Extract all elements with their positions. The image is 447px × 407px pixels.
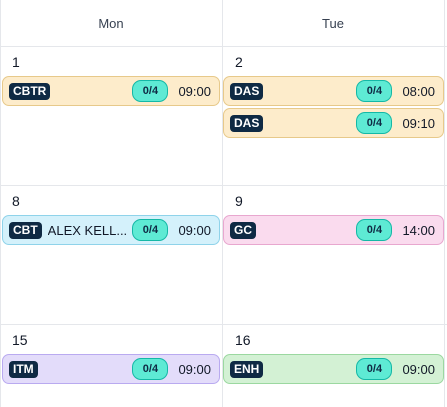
event-instructor-name: ALEX KELL... [47, 222, 128, 238]
day-cell-8[interactable]: 8 CBT ALEX KELL... 0/4 09:00 [0, 186, 222, 324]
day-cell-1[interactable]: 1 CBTR 0/4 09:00 [0, 47, 222, 185]
event-tag: ENH [230, 360, 264, 378]
event-cbtr[interactable]: CBTR 0/4 09:00 [2, 76, 220, 106]
grid-divider [0, 0, 1, 407]
day-header-mon: Mon [98, 15, 124, 31]
event-tag: CBT [9, 221, 42, 239]
event-time: 09:00 [178, 222, 211, 238]
event-tag: DAS [230, 114, 264, 132]
event-tag: GC [230, 221, 256, 239]
date-number: 15 [12, 332, 28, 348]
day-cell-15[interactable]: 15 ITM 0/4 09:00 [0, 325, 222, 407]
enrollment-badge: 0/4 [356, 112, 393, 134]
grid-divider [0, 324, 447, 325]
event-time: 08:00 [402, 83, 435, 99]
date-number: 1 [12, 54, 20, 70]
enrollment-badge: 0/4 [356, 358, 393, 380]
event-itm[interactable]: ITM 0/4 09:00 [2, 354, 220, 384]
grid-divider [444, 0, 445, 407]
event-time: 14:00 [402, 222, 435, 238]
date-number: 16 [235, 332, 251, 348]
event-das-0910[interactable]: DAS 0/4 09:10 [223, 108, 444, 138]
date-number: 8 [12, 193, 20, 209]
grid-divider [0, 185, 447, 186]
event-tag: ITM [9, 360, 38, 378]
event-time: 09:10 [402, 115, 435, 131]
day-cell-16[interactable]: 16 ENH 0/4 09:00 [223, 325, 445, 407]
date-number: 2 [235, 54, 243, 70]
event-time: 09:00 [402, 361, 435, 377]
enrollment-badge: 0/4 [132, 358, 169, 380]
event-gc[interactable]: GC 0/4 14:00 [223, 215, 444, 245]
grid-divider [0, 46, 447, 47]
event-das-0800[interactable]: DAS 0/4 08:00 [223, 76, 444, 106]
enrollment-badge: 0/4 [132, 219, 169, 241]
date-number: 9 [235, 193, 243, 209]
event-enh[interactable]: ENH 0/4 09:00 [223, 354, 444, 384]
enrollment-badge: 0/4 [132, 80, 169, 102]
event-time: 09:00 [178, 361, 211, 377]
day-cell-2[interactable]: 2 DAS 0/4 08:00 DAS 0/4 09:10 [223, 47, 445, 185]
enrollment-badge: 0/4 [356, 80, 393, 102]
enrollment-badge: 0/4 [356, 219, 393, 241]
event-cbt[interactable]: CBT ALEX KELL... 0/4 09:00 [2, 215, 220, 245]
day-header-tue: Tue [322, 15, 344, 31]
event-tag: DAS [230, 82, 264, 100]
grid-divider [222, 0, 223, 407]
event-tag: CBTR [9, 82, 51, 100]
event-time: 09:00 [178, 83, 211, 99]
day-cell-9[interactable]: 9 GC 0/4 14:00 [223, 186, 445, 324]
